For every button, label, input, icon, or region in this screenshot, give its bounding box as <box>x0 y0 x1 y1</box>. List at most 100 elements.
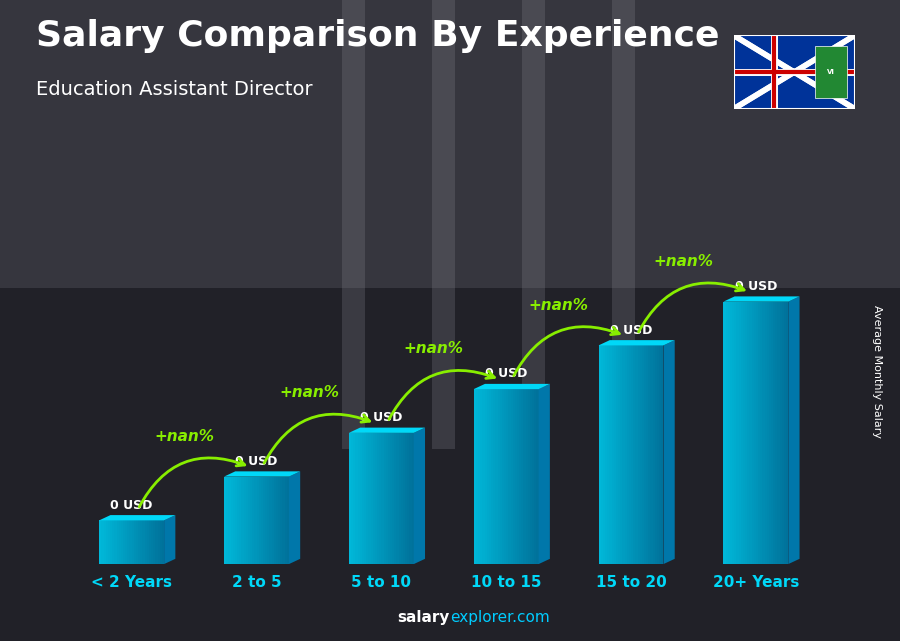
Bar <box>655 345 657 564</box>
Bar <box>366 433 368 564</box>
Bar <box>224 477 226 564</box>
Bar <box>235 477 237 564</box>
Text: 0 USD: 0 USD <box>734 280 777 293</box>
Bar <box>411 433 414 564</box>
Bar <box>634 345 635 564</box>
Bar <box>405 433 408 564</box>
Bar <box>125 520 127 564</box>
Bar <box>504 389 506 564</box>
Bar <box>145 520 147 564</box>
Bar <box>368 433 371 564</box>
Bar <box>728 302 730 564</box>
Bar <box>605 345 608 564</box>
Bar <box>736 302 739 564</box>
Bar <box>652 345 655 564</box>
Bar <box>612 0 634 449</box>
Bar <box>767 302 769 564</box>
Bar <box>522 0 544 449</box>
Bar <box>151 520 153 564</box>
Bar <box>351 433 353 564</box>
Bar <box>500 389 502 564</box>
Bar <box>657 345 659 564</box>
Polygon shape <box>99 515 176 520</box>
Polygon shape <box>224 471 301 477</box>
Bar <box>156 520 158 564</box>
Bar <box>609 345 611 564</box>
Bar <box>237 477 239 564</box>
Bar <box>626 345 629 564</box>
Bar <box>527 389 530 564</box>
Text: Education Assistant Director: Education Assistant Director <box>36 80 312 99</box>
Bar <box>160 520 162 564</box>
Bar <box>618 345 620 564</box>
Bar <box>536 389 538 564</box>
Bar <box>734 302 736 564</box>
Text: 0 USD: 0 USD <box>235 455 278 468</box>
Bar <box>399 433 400 564</box>
Bar <box>750 302 751 564</box>
Bar <box>99 520 102 564</box>
Bar <box>102 520 104 564</box>
Polygon shape <box>349 428 425 433</box>
Bar <box>110 520 112 564</box>
Bar <box>250 477 252 564</box>
Bar <box>105 520 108 564</box>
Bar <box>491 389 493 564</box>
Bar <box>614 345 616 564</box>
Bar <box>112 520 114 564</box>
Bar <box>233 477 235 564</box>
Polygon shape <box>473 384 550 389</box>
Bar <box>642 345 644 564</box>
Bar <box>390 433 392 564</box>
Polygon shape <box>289 471 301 564</box>
Bar <box>158 520 160 564</box>
Text: explorer.com: explorer.com <box>450 610 550 625</box>
Bar <box>786 302 788 564</box>
Bar <box>784 302 786 564</box>
Bar <box>519 389 521 564</box>
Bar <box>623 345 625 564</box>
Bar <box>476 389 478 564</box>
Bar <box>603 345 605 564</box>
Bar <box>276 477 278 564</box>
Bar <box>136 520 139 564</box>
Bar <box>140 520 142 564</box>
Bar <box>410 433 411 564</box>
Bar <box>239 477 241 564</box>
Bar <box>498 389 500 564</box>
Bar <box>600 345 603 564</box>
Bar <box>611 345 614 564</box>
Bar <box>147 520 149 564</box>
Bar <box>598 345 600 564</box>
Bar <box>484 389 487 564</box>
Text: Average Monthly Salary: Average Monthly Salary <box>872 305 883 438</box>
Bar <box>116 520 119 564</box>
Bar <box>127 520 130 564</box>
Polygon shape <box>414 428 425 564</box>
Bar <box>508 389 510 564</box>
Bar <box>778 302 779 564</box>
Bar <box>230 477 233 564</box>
Bar <box>377 433 379 564</box>
Bar <box>131 520 134 564</box>
Polygon shape <box>164 515 176 564</box>
Bar <box>0 0 900 288</box>
Bar <box>659 345 662 564</box>
Bar <box>0 288 900 641</box>
Bar <box>356 433 357 564</box>
Bar <box>473 389 476 564</box>
Bar <box>373 433 374 564</box>
Text: +nan%: +nan% <box>653 254 714 269</box>
Bar <box>364 433 366 564</box>
Bar <box>493 389 495 564</box>
Bar <box>388 433 390 564</box>
Polygon shape <box>663 340 675 564</box>
Bar <box>747 302 750 564</box>
Bar <box>532 389 535 564</box>
Text: 0 USD: 0 USD <box>360 411 402 424</box>
Bar <box>400 433 403 564</box>
Bar <box>762 302 764 564</box>
Bar <box>362 433 364 564</box>
Bar <box>506 389 508 564</box>
Bar <box>725 302 728 564</box>
